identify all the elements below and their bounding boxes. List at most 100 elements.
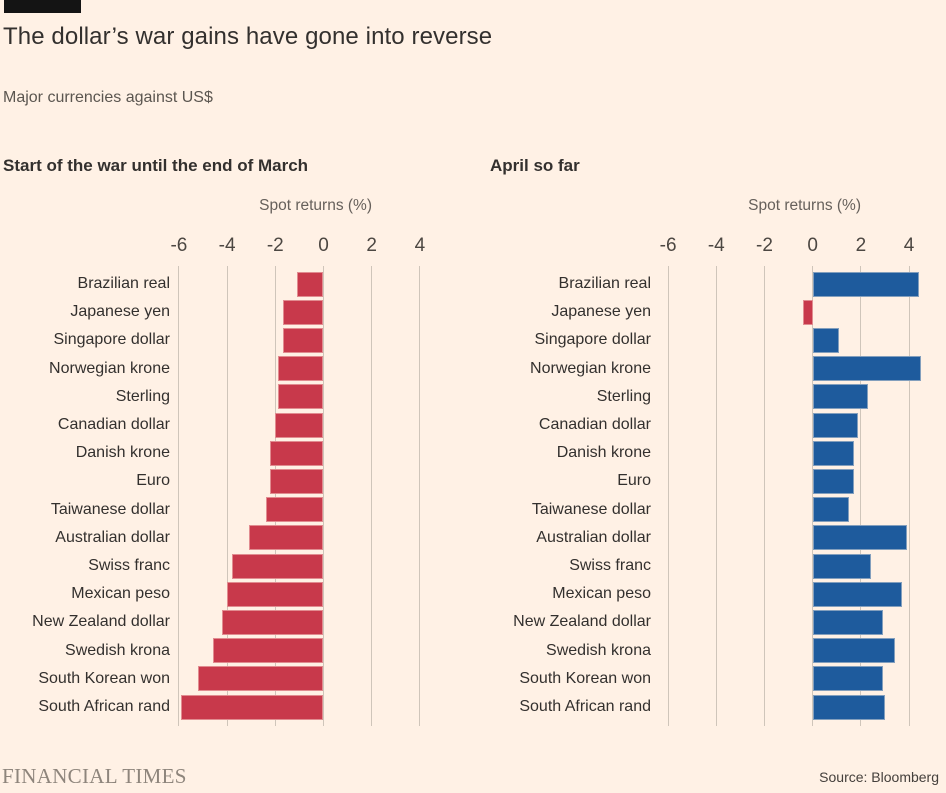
axis-tick-label: -4	[218, 235, 236, 256]
bar-negative	[181, 694, 324, 720]
row-label: South Korean won	[38, 669, 170, 687]
bar-negative	[198, 666, 324, 692]
gridline	[371, 266, 373, 726]
gridline	[419, 266, 421, 726]
bar-negative	[212, 638, 324, 664]
row-label: Swiss franc	[569, 557, 651, 574]
row-label: Japanese yen	[70, 303, 170, 321]
bar-positive	[812, 525, 907, 551]
row-label: Canadian dollar	[538, 416, 651, 433]
bar-positive	[812, 553, 871, 579]
source-credit: Source: Bloomberg	[819, 769, 939, 785]
bar-positive	[812, 468, 854, 495]
gridline	[178, 266, 180, 726]
ft-logo: FINANCIAL TIMES	[2, 764, 187, 788]
x-axis-label: Spot returns (%)	[259, 197, 372, 214]
row-label: Taiwanese dollar	[531, 500, 651, 518]
row-label: Danish krone	[556, 444, 651, 462]
bar-positive	[812, 327, 840, 354]
bar-positive	[812, 609, 883, 636]
bar-positive	[812, 440, 854, 466]
row-label: Australian dollar	[536, 528, 651, 546]
gridline	[860, 266, 862, 726]
gridline	[226, 266, 228, 726]
bar-positive	[812, 271, 919, 297]
gridline	[323, 266, 324, 726]
row-label: Norwegian krone	[49, 359, 170, 377]
bar-negative	[277, 356, 324, 382]
bar-negative	[803, 299, 813, 325]
gridline	[667, 266, 669, 726]
bar-negative	[282, 327, 324, 354]
axis-tick-label: 2	[855, 235, 867, 256]
row-label: Euro	[136, 472, 170, 490]
gridline	[908, 266, 910, 726]
chart-subtitle: Major currencies against US$	[3, 89, 213, 106]
row-label: Taiwanese dollar	[50, 500, 170, 518]
row-label: Canadian dollar	[57, 416, 170, 433]
bar-negative	[265, 497, 324, 523]
row-label: New Zealand dollar	[513, 613, 651, 631]
row-label: South African rand	[519, 698, 651, 715]
axis-tick-label: -6	[659, 235, 677, 256]
row-label: Australian dollar	[55, 528, 170, 546]
row-label: Singapore dollar	[534, 331, 651, 349]
plot-area-april: -6 -4 -2 0 2 4 Brazilian real Japanese yen Singa…	[473, 148, 946, 738]
bar-negative	[270, 468, 324, 495]
x-axis-label: Spot returns (%)	[748, 197, 861, 214]
charts-row: Start of the war until the end of March …	[0, 148, 946, 738]
panel-prewar: Start of the war until the end of March …	[0, 148, 473, 738]
row-label: Singapore dollar	[53, 331, 170, 349]
axis-tick-label: 4	[414, 235, 426, 256]
bar-negative	[296, 271, 324, 297]
row-label: Mexican peso	[552, 585, 651, 603]
bar-positive	[812, 384, 869, 410]
bar-positive	[812, 581, 902, 607]
row-label: South Korean won	[519, 669, 651, 687]
axis-tick-label: -2	[266, 235, 284, 256]
row-label: Swedish krona	[65, 641, 170, 659]
bar-positive	[812, 412, 859, 438]
bar-negative	[248, 525, 324, 551]
bar-negative	[270, 440, 324, 466]
axis-tick-label: 2	[366, 235, 377, 256]
bar-negative	[231, 553, 324, 579]
panel-heading-april: April so far	[490, 156, 580, 175]
axis-tick-label: -4	[707, 235, 725, 256]
bar-positive	[812, 638, 895, 664]
plot-area-prewar: -6 -4 -2 0 2 4 Brazilian real Japanese yen Singa…	[0, 148, 473, 738]
row-label: Norwegian krone	[530, 359, 651, 377]
kicker-bar	[4, 0, 81, 13]
panel-april: April so far Spot returns (%) -6 -4 -2 0 2 4 B…	[473, 148, 946, 738]
row-label: Japanese yen	[551, 303, 651, 321]
row-label: Swiss franc	[88, 557, 170, 574]
row-label: South African rand	[38, 698, 170, 715]
row-label: Euro	[617, 472, 651, 490]
axis-tick-label: 0	[318, 235, 329, 256]
bar-positive	[812, 497, 849, 523]
axis-tick-label: 0	[807, 235, 818, 256]
row-label: Brazilian real	[77, 275, 170, 292]
axis-tick-label: -6	[170, 235, 188, 256]
row-label: Sterling	[115, 387, 170, 405]
bar-positive	[812, 356, 922, 382]
bar-negative	[277, 384, 324, 410]
gridline	[764, 266, 765, 726]
bar-positive	[812, 694, 885, 720]
row-label: Brazilian real	[558, 275, 651, 292]
row-label: Sterling	[596, 387, 651, 405]
bar-negative	[282, 299, 324, 325]
gridline	[812, 266, 814, 726]
bar-positive	[812, 666, 883, 692]
row-label: New Zealand dollar	[32, 613, 170, 631]
row-label: Danish krone	[75, 444, 170, 462]
bar-negative	[222, 609, 324, 636]
panel-heading-prewar: Start of the war until the end of March	[3, 156, 309, 175]
bar-negative	[227, 581, 324, 607]
row-label: Mexican peso	[71, 585, 170, 603]
row-label: Swedish krona	[546, 641, 651, 659]
axis-tick-label: 4	[903, 235, 915, 256]
bar-negative	[275, 412, 324, 438]
chart-title: The dollar’s war gains have gone into re…	[3, 23, 493, 50]
